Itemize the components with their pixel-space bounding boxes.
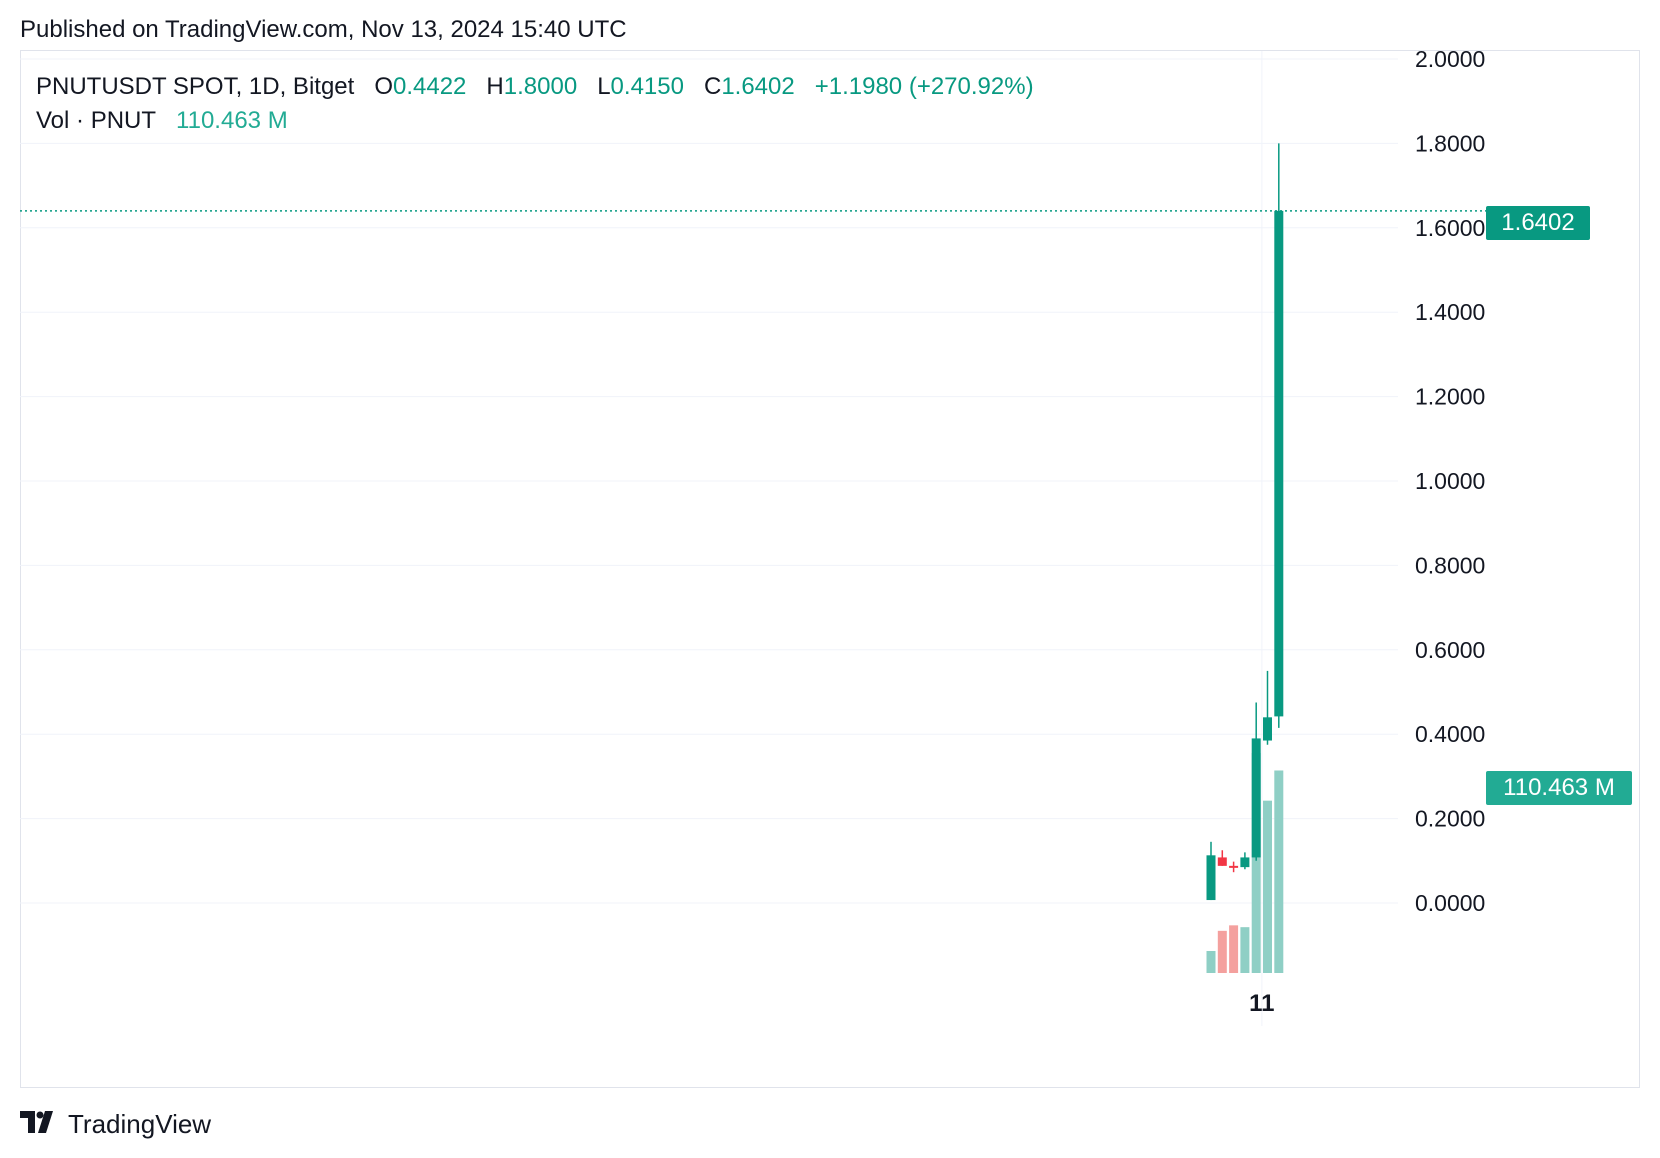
y-tick-label: 2.0000: [1415, 46, 1485, 72]
chart-frame: [20, 50, 1640, 1088]
volume-bar: [1251, 753, 1261, 973]
volume-bars: [1206, 753, 1284, 973]
candle-body: [1240, 857, 1250, 868]
low-label: L: [597, 73, 611, 100]
candle-body: [1251, 738, 1261, 858]
open-value: 0.4422: [393, 73, 467, 100]
last-price-tag: 1.6402: [1486, 206, 1590, 240]
volume-bar: [1217, 930, 1227, 973]
y-tick-label: 0.2000: [1415, 806, 1485, 832]
y-tick-label: 0.6000: [1415, 637, 1485, 663]
volume-label: Vol · PNUT: [36, 107, 157, 134]
symbol-legend: PNUTUSDT SPOT, 1D, Bitget O0.4422 H1.800…: [36, 70, 1034, 138]
close-label: C: [703, 73, 722, 100]
y-tick-label: 1.4000: [1415, 299, 1485, 325]
close-value: 1.6402: [721, 73, 795, 100]
x-tick-label: 11: [1249, 990, 1274, 1017]
y-tick-label: 0.8000: [1415, 552, 1485, 578]
y-tick-label: 1.0000: [1415, 468, 1485, 494]
candle-body: [1206, 855, 1216, 901]
volume-row: Vol · PNUT 110.463 M: [36, 104, 1034, 138]
volume-bar: [1240, 927, 1250, 973]
open-label: O: [374, 73, 393, 100]
candles: [1206, 143, 1284, 901]
grid-lines: [20, 51, 1398, 1026]
volume-bar: [1229, 925, 1239, 973]
symbol-label: PNUTUSDT SPOT, 1D, Bitget: [36, 73, 355, 100]
candle-body: [1229, 865, 1239, 868]
price-axis: 0.0000 0.2000 0.4000 0.6000 0.8000 1.0000 1.20…: [1415, 46, 1485, 916]
low-value: 0.4150: [610, 73, 684, 100]
y-tick-label: 1.2000: [1415, 384, 1485, 410]
candle-body: [1274, 210, 1284, 717]
volume-value: 110.463 M: [176, 107, 288, 134]
volume-bar: [1274, 770, 1284, 973]
candle-body: [1263, 717, 1272, 741]
y-tick-label: 1.8000: [1415, 130, 1485, 156]
high-value: 1.8000: [503, 73, 578, 100]
volume-tag: 110.463 M: [1486, 771, 1632, 805]
ohlc-row: PNUTUSDT SPOT, 1D, Bitget O0.4422 H1.800…: [36, 70, 1034, 104]
brand-name: TradingView: [68, 1108, 212, 1139]
candle-body: [1217, 857, 1227, 866]
y-tick-label: 0.4000: [1415, 721, 1485, 747]
high-label: H: [486, 73, 504, 100]
tradingview-logo-icon: [20, 1110, 58, 1138]
y-tick-label: 1.6000: [1415, 215, 1485, 241]
volume-bar: [1263, 800, 1272, 973]
published-caption: Published on TradingView.com, Nov 13, 20…: [20, 16, 627, 43]
change-value: +1.1980 (+270.92%): [814, 73, 1034, 100]
volume-bar: [1206, 951, 1216, 973]
y-tick-label: 0.0000: [1415, 890, 1485, 916]
brand-footer[interactable]: TradingView: [20, 1106, 211, 1142]
